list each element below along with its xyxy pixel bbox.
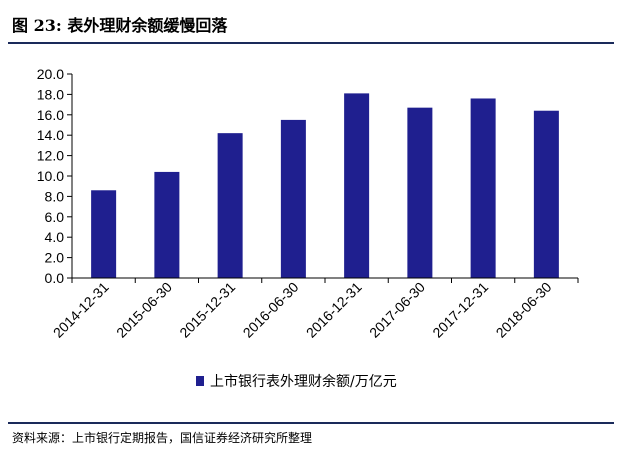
bar-2016-12-31: [344, 93, 370, 278]
bar-2016-06-30: [280, 119, 306, 279]
y-tick-label: 14.0: [37, 127, 64, 143]
y-tick-label: 0.0: [45, 270, 65, 286]
x-tick-label: 2018-06-30: [493, 279, 555, 341]
bar-2017-12-31: [470, 98, 496, 278]
x-tick-label: 2015-06-30: [113, 279, 175, 341]
bar-2015-06-30: [154, 171, 180, 278]
bar-2018-06-30: [533, 110, 559, 278]
x-tick-label: 2016-06-30: [240, 279, 302, 341]
x-tick-label: 2017-12-31: [429, 279, 491, 341]
y-tick-label: 18.0: [37, 86, 64, 102]
y-axis: 0.0 2.0 4.0 6.0 8.0 10.0 12.0 14.0 16.0 18.0 20.0: [37, 66, 73, 286]
x-tick-label: 2014-12-31: [50, 279, 112, 341]
bar-2014-12-31: [91, 190, 117, 278]
title-divider: [8, 42, 614, 44]
y-tick-label: 8.0: [45, 188, 65, 204]
x-tick-label: 2016-12-31: [303, 279, 365, 341]
figure-title-bar: 图 23: 表外理财余额缓慢回落: [0, 0, 622, 44]
source-note: 资料来源：上市银行定期报告，国信证券经济研究所整理: [12, 431, 313, 445]
bars: [91, 93, 559, 279]
y-tick-label: 4.0: [45, 229, 65, 245]
x-tick-label: 2017-06-30: [366, 279, 428, 341]
y-tick-label: 12.0: [37, 148, 64, 164]
y-tick-label: 16.0: [37, 107, 64, 123]
figure-title: 图 23: 表外理财余额缓慢回落: [12, 16, 228, 35]
y-tick-label: 20.0: [37, 66, 64, 82]
legend-label: 上市银行表外理财余额/万亿元: [210, 373, 397, 390]
y-tick-label: 6.0: [45, 209, 65, 225]
y-tick-label: 10.0: [37, 168, 64, 184]
bar-2015-12-31: [217, 133, 243, 278]
legend: 上市银行表外理财余额/万亿元: [196, 373, 397, 390]
bar-2017-06-30: [407, 107, 433, 278]
x-tick-label: 2015-12-31: [176, 279, 238, 341]
bar-chart: 0.02.04.06.08.010.012.014.016.018.020.0 …: [37, 66, 579, 390]
legend-swatch: [196, 376, 204, 386]
x-axis: 2014-12-31 2015-06-30 2015-12-31 2016-06-30…: [50, 277, 579, 341]
footer-divider: [8, 422, 614, 424]
y-tick-label: 2.0: [45, 250, 65, 266]
